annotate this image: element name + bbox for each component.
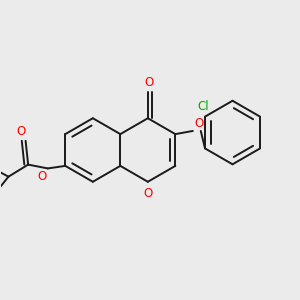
Text: O: O [38,170,47,183]
Text: Cl: Cl [198,100,209,113]
Text: O: O [143,188,152,200]
Text: O: O [16,124,26,138]
Text: O: O [145,76,154,89]
Text: O: O [194,117,203,130]
